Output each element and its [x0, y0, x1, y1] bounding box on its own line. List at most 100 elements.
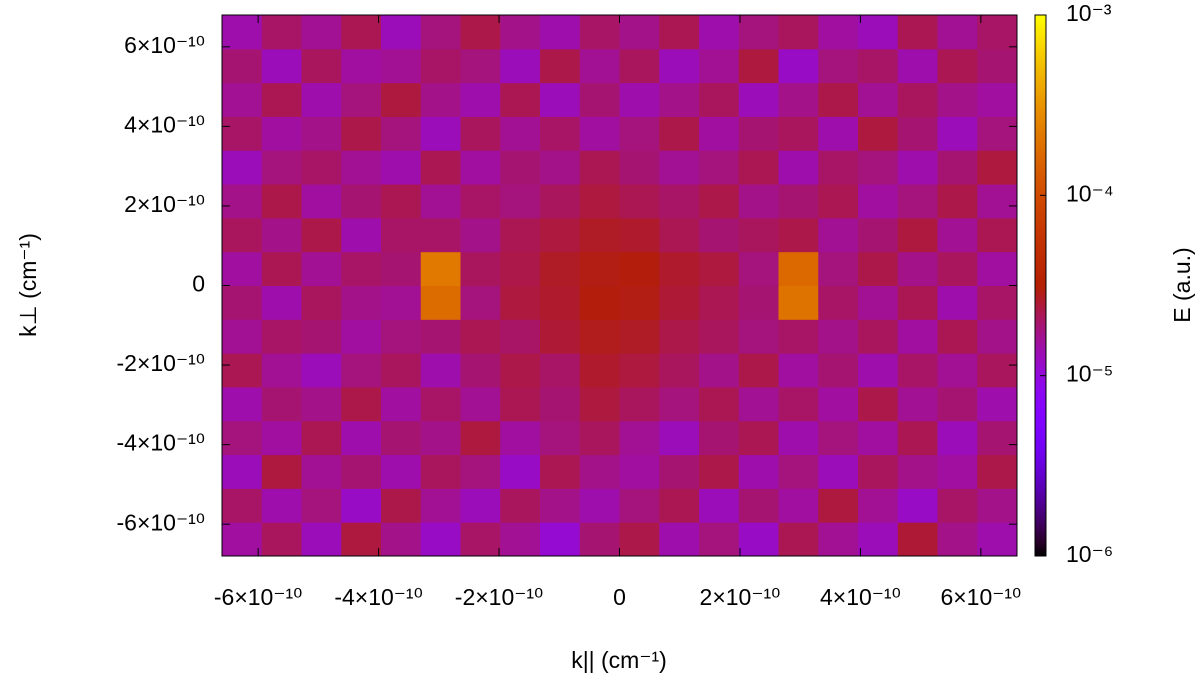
y-tick-label: -6×10⁻¹⁰ — [117, 509, 206, 535]
heatmap-cell — [937, 150, 978, 185]
heatmap-cell — [738, 353, 779, 388]
heatmap-cell — [341, 488, 382, 523]
heatmap-cell — [659, 150, 700, 185]
heatmap-cell — [500, 15, 541, 50]
heatmap-cell — [858, 454, 899, 489]
heatmap-cell — [897, 454, 938, 489]
heatmap-cell — [619, 15, 660, 50]
heatmap-cell — [897, 116, 938, 151]
heatmap-cell — [937, 251, 978, 286]
heatmap-cell — [500, 454, 541, 489]
heatmap-cell — [261, 454, 302, 489]
heatmap-cell — [699, 353, 740, 388]
heatmap-cell — [858, 184, 899, 219]
heatmap-cell — [341, 15, 382, 50]
heatmap-cell — [778, 251, 819, 286]
heatmap-cell — [619, 82, 660, 117]
heatmap-cell — [858, 48, 899, 84]
heatmap-cell — [500, 319, 541, 354]
heatmap-cell — [579, 184, 620, 219]
colorbar — [1034, 14, 1047, 557]
x-tick-label: -2×10⁻¹⁰ — [455, 584, 544, 610]
heatmap-cell — [619, 522, 660, 557]
heatmap-cell — [381, 420, 422, 456]
heatmap-cell — [222, 353, 263, 388]
heatmap-cell — [500, 353, 541, 388]
heatmap-cell — [858, 217, 899, 253]
heatmap-cell — [579, 15, 620, 50]
heatmap-cell — [738, 285, 779, 320]
x-tick-label: 2×10⁻¹⁰ — [700, 584, 781, 610]
heatmap-cell — [937, 217, 978, 253]
heatmap-cell — [818, 184, 859, 219]
heatmap-cell — [420, 184, 461, 219]
heatmap-cell — [579, 217, 620, 253]
y-tick-label: 4×10⁻¹⁰ — [124, 111, 205, 137]
heatmap-cell — [341, 454, 382, 489]
heatmap-cell — [460, 48, 501, 84]
heatmap-cell — [540, 285, 581, 320]
heatmap-cell — [579, 251, 620, 286]
heatmap-cell — [261, 82, 302, 117]
heatmap-cell — [897, 285, 938, 320]
y-axis-label: k⊥ (cm⁻¹) — [15, 233, 41, 337]
y-tick-label: -2×10⁻¹⁰ — [117, 350, 206, 376]
y-tick-label: 6×10⁻¹⁰ — [124, 32, 205, 58]
heatmap-cell — [738, 319, 779, 354]
heatmap-cell — [460, 217, 501, 253]
heatmap-cell — [420, 488, 461, 523]
heatmap-cell — [420, 522, 461, 557]
heatmap-cell — [341, 217, 382, 253]
heatmap-cell — [500, 420, 541, 456]
heatmap-cell — [222, 82, 263, 117]
heatmap-cell — [778, 116, 819, 151]
heatmap-cell — [579, 454, 620, 489]
heatmap-cell — [619, 48, 660, 84]
heatmap-cell — [937, 184, 978, 219]
heatmap-cell — [381, 251, 422, 286]
heatmap-cell — [222, 386, 263, 422]
heatmap-cell — [619, 184, 660, 219]
heatmap-cell — [818, 488, 859, 523]
heatmap-cell — [778, 150, 819, 185]
heatmap-cell — [818, 522, 859, 557]
heatmap-cell — [540, 420, 581, 456]
heatmap-cell — [858, 319, 899, 354]
heatmap-cell — [301, 217, 342, 253]
heatmap-cell — [818, 386, 859, 422]
heatmap-cell — [341, 386, 382, 422]
heatmap-cell — [858, 420, 899, 456]
heatmap-cell — [222, 15, 263, 50]
heatmap-cell — [540, 353, 581, 388]
heatmap-cell — [579, 48, 620, 84]
heatmap-cell — [858, 522, 899, 557]
heatmap-cell — [659, 48, 700, 84]
x-tick-label: -6×10⁻¹⁰ — [214, 584, 303, 610]
heatmap-cell — [977, 488, 1018, 523]
heatmap-cell — [540, 386, 581, 422]
heatmap-cell — [738, 386, 779, 422]
heatmap-cell — [222, 116, 263, 151]
heatmap-cell — [858, 386, 899, 422]
heatmap-cell — [818, 15, 859, 50]
heatmap-cell — [778, 15, 819, 50]
heatmap-cell — [738, 15, 779, 50]
heatmap-cell — [261, 217, 302, 253]
heatmap-cell — [778, 488, 819, 523]
heatmap-cell — [659, 353, 700, 388]
heatmap-cell — [500, 48, 541, 84]
heatmap-cell — [261, 15, 302, 50]
heatmap-cell — [540, 184, 581, 219]
heatmap-cell — [897, 522, 938, 557]
heatmap-cell — [977, 48, 1018, 84]
heatmap-cell — [420, 386, 461, 422]
heatmap-cell — [381, 184, 422, 219]
heatmap-cell — [381, 217, 422, 253]
x-tick-label: 0 — [613, 584, 626, 610]
heatmap-cell — [818, 454, 859, 489]
heatmap-cell — [778, 48, 819, 84]
heatmap-cell — [699, 386, 740, 422]
heatmap-cell — [341, 353, 382, 388]
heatmap-cell — [579, 319, 620, 354]
heatmap-cell — [301, 353, 342, 388]
